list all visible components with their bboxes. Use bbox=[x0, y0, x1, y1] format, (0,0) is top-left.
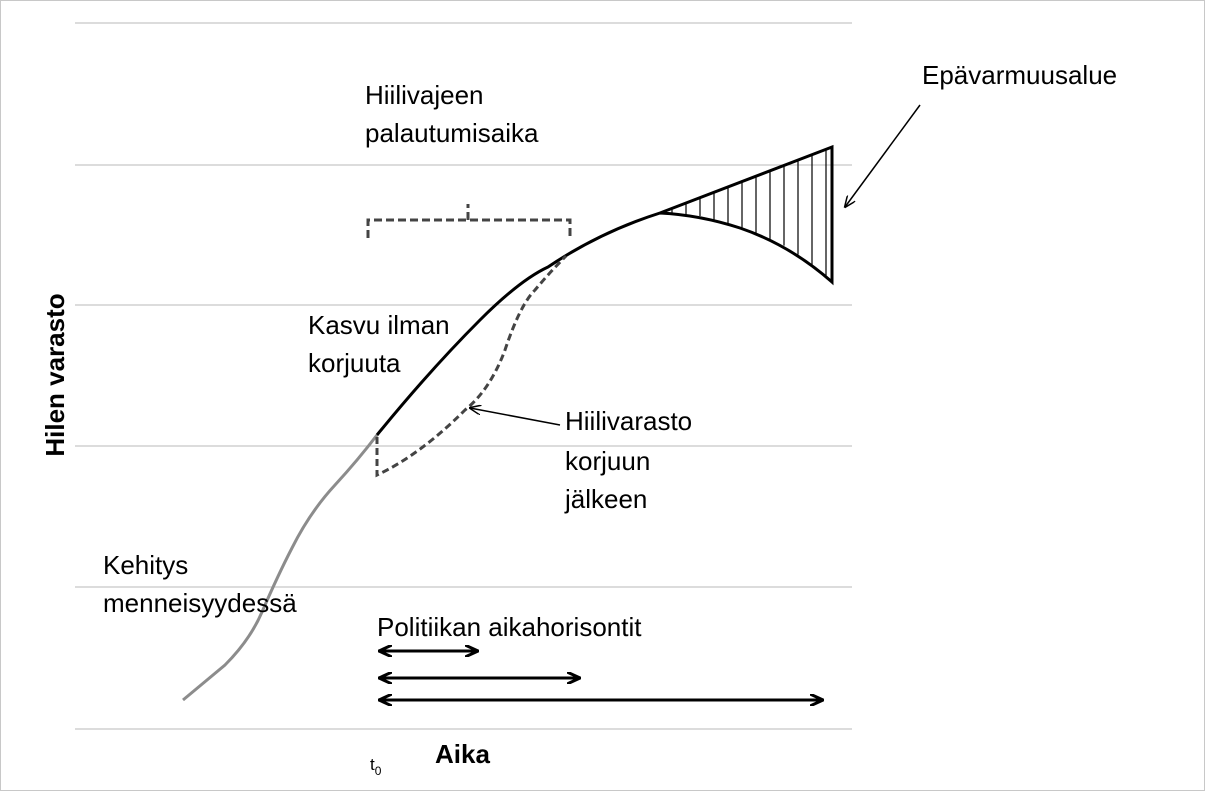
past-curve bbox=[182, 434, 379, 702]
label: Hiilivarasto bbox=[565, 406, 692, 436]
recovery-bracket bbox=[366, 204, 572, 238]
t0-label: t0 bbox=[370, 755, 382, 778]
y-axis-label: Hilen varasto bbox=[40, 293, 70, 456]
t0-sub: 0 bbox=[375, 764, 382, 778]
label: Hiilivajeen bbox=[365, 80, 484, 110]
label: menneisyydessä bbox=[103, 588, 297, 618]
label: Kehitys bbox=[103, 550, 188, 580]
label: jälkeen bbox=[564, 484, 647, 514]
label: Politiikan aikahorisontit bbox=[377, 612, 642, 642]
uncertainty-hatch bbox=[671, 149, 827, 278]
label: korjuuta bbox=[308, 348, 401, 378]
t0-main: t bbox=[370, 755, 375, 774]
growth-curve bbox=[375, 144, 834, 436]
stock-arrow bbox=[470, 408, 561, 426]
label: palautumisaika bbox=[365, 118, 539, 148]
grid bbox=[75, 22, 852, 730]
uncertainty-arrow bbox=[845, 104, 921, 207]
label: Epävarmuusalue bbox=[922, 60, 1117, 90]
label: korjuun bbox=[565, 446, 650, 476]
x-axis-label: Aika bbox=[435, 739, 490, 769]
harvest-curve bbox=[375, 254, 568, 478]
label: Kasvu ilman bbox=[308, 310, 450, 340]
